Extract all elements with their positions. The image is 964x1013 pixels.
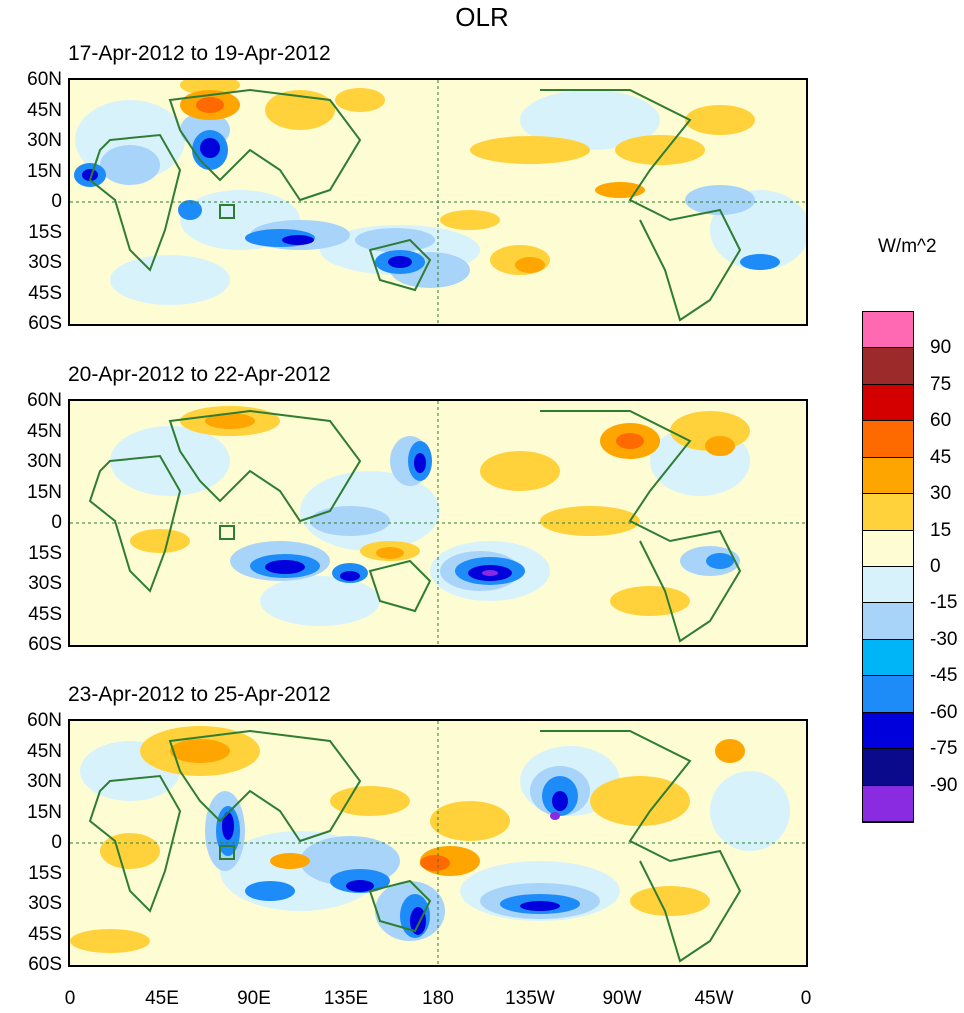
lat-tick-label: 60N (27, 710, 62, 731)
colorbar-level-label: 0 (930, 556, 941, 577)
lon-tick-label: 135E (323, 988, 369, 1009)
colorbar-level-label: 60 (930, 410, 952, 432)
lat-tick-label: 45S (28, 603, 62, 625)
lat-tick-label: 30N (27, 130, 62, 151)
lat-tick-label: 30S (28, 252, 62, 273)
colorbar-box (863, 676, 913, 713)
colorbar-level-label: 30 (930, 483, 952, 505)
colorbar-unit: W/m^2 (878, 236, 937, 257)
lat-tick-label: 15S (28, 862, 62, 884)
colorbar-box (863, 639, 913, 677)
lat-tick-label: 15S (28, 221, 62, 243)
colorbar-box (863, 457, 913, 495)
colorbar-level-label: 90 (930, 337, 952, 359)
lat-tick-label: 45S (28, 282, 62, 304)
colorbar-level-label: 75 (930, 373, 952, 395)
colorbar-box (863, 530, 913, 567)
lat-tick-label: 0 (51, 191, 62, 212)
colorbar-box (863, 312, 913, 349)
panel-3-field (70, 721, 806, 965)
panel-1-map (68, 78, 808, 326)
lon-tick-label: 45E (145, 988, 179, 1009)
colorbar-box (863, 712, 913, 750)
lat-tick-label: 15N (27, 481, 62, 503)
lat-tick-label: 15N (27, 160, 62, 182)
colorbar-level-label: 45 (930, 446, 952, 468)
colorbar-level-label: -45 (930, 665, 958, 687)
lat-tick-label: 60N (27, 390, 62, 411)
panel-1-field (70, 80, 806, 324)
lat-tick-label: 30S (28, 893, 62, 914)
colorbar-level-label: -60 (930, 701, 958, 723)
lat-tick-label: 60S (28, 634, 62, 655)
colorbar-box (863, 494, 913, 531)
panel-3-map (68, 719, 808, 967)
colorbar-box (863, 749, 913, 786)
panel-2-title: 20-Apr-2012 to 22-Apr-2012 (68, 363, 331, 386)
lat-tick-label: 30N (27, 451, 62, 472)
lat-tick-label: 0 (51, 832, 62, 853)
colorbar-box (863, 603, 913, 640)
colorbar-level-label: -30 (930, 628, 958, 650)
lon-tick-label: 0 (64, 988, 76, 1009)
lat-tick-label: 60S (28, 313, 62, 334)
panel-1-title: 17-Apr-2012 to 19-Apr-2012 (68, 42, 331, 65)
colorbar-box (863, 348, 913, 385)
lat-tick-label: 60N (27, 69, 62, 90)
panel-2-map (68, 399, 808, 647)
colorbar-box (863, 421, 913, 458)
colorbar-box (863, 785, 913, 822)
lon-tick-label: 90E (237, 988, 271, 1009)
lat-tick-label: 30S (28, 573, 62, 594)
lat-tick-label: 45N (27, 420, 62, 442)
colorbar-level-label: 15 (930, 519, 952, 541)
lat-tick-label: 0 (51, 512, 62, 533)
lat-tick-label: 15S (28, 542, 62, 564)
panel-2-field (70, 401, 806, 645)
colorbar (862, 311, 914, 823)
lat-tick-label: 30N (27, 771, 62, 792)
lon-tick-label: 180 (422, 988, 454, 1009)
lat-tick-label: 45S (28, 923, 62, 945)
lat-tick-label: 45N (27, 740, 62, 762)
lon-tick-label: 0 (800, 988, 812, 1009)
lon-tick-label: 135W (505, 988, 555, 1009)
lat-tick-label: 45N (27, 99, 62, 121)
colorbar-level-label: -15 (930, 592, 958, 614)
lat-tick-label: 60S (28, 954, 62, 975)
figure-title: OLR (455, 2, 509, 32)
panel-3-title: 23-Apr-2012 to 25-Apr-2012 (68, 683, 331, 706)
colorbar-level-label: -75 (930, 738, 958, 760)
lon-tick-label: 45W (694, 988, 734, 1009)
colorbar-level-label: -90 (930, 774, 958, 796)
lat-tick-label: 15N (27, 801, 62, 823)
colorbar-box (863, 384, 913, 422)
lon-tick-label: 90W (602, 988, 642, 1009)
colorbar-box (863, 567, 913, 604)
